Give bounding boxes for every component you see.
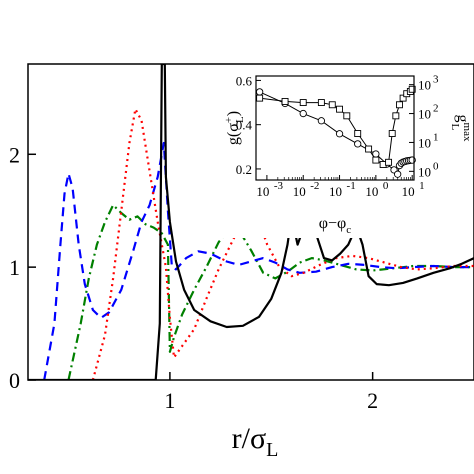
- inset-left-axis-title-close: ): [225, 111, 242, 116]
- inset-square-marker: [336, 105, 343, 113]
- inset-left-tick-label: 0.4: [236, 118, 253, 133]
- inset-square-marker: [396, 101, 403, 109]
- inset-right-axis-title: gmaxL: [449, 115, 473, 142]
- y-tick-label: 1: [9, 255, 20, 280]
- y-tick-label: 2: [9, 142, 20, 167]
- inset-circle-marker: [299, 109, 307, 118]
- inset-square-marker: [408, 85, 416, 93]
- x-axis-title: r/σL: [232, 422, 279, 461]
- inset-left-axis-title-main: g(σ: [225, 123, 242, 145]
- inset-x-axis-title: φ−φc: [319, 215, 352, 236]
- inset-square-marker: [343, 112, 351, 120]
- inset-background: [216, 68, 472, 238]
- inset-square-marker: [317, 99, 325, 107]
- inset-x-tick-exponent: -1: [347, 180, 356, 192]
- inset-square-marker: [365, 145, 373, 153]
- inset-circle-marker: [317, 117, 326, 125]
- inset-square-marker: [354, 130, 362, 137]
- inset-left-axis-title-sup: +: [223, 117, 235, 123]
- inset-square-marker: [388, 130, 396, 137]
- series-line-dashdot: [67, 204, 474, 380]
- inset-square-marker: [256, 94, 264, 102]
- inset-x-axis-title-main: φ−φ: [319, 215, 347, 232]
- inset-plot-frame: [255, 75, 415, 181]
- inset-x-tick-exponent: 1: [419, 180, 425, 192]
- inset-series-group: [255, 85, 416, 178]
- inset-square-marker: [328, 101, 336, 109]
- inset-right-axis-title-main: g: [454, 115, 471, 123]
- inset-square-marker: [281, 97, 289, 105]
- series-line-solid: [28, 64, 474, 380]
- x-axis-title-main: r/σ: [232, 422, 267, 455]
- inset-x-tick-exponent: -3: [274, 180, 284, 192]
- inset-x-tick-exponent: -2: [310, 180, 319, 192]
- inset-square-marker: [299, 99, 307, 107]
- inset-x-tick-label: 10: [329, 184, 342, 199]
- inset-x-tick-label: 10: [293, 184, 306, 199]
- inset-circle-marker: [335, 130, 344, 138]
- inset-right-tick-label: 10: [418, 78, 431, 93]
- inset-square-marker: [372, 156, 380, 164]
- inset-left-tick-label: 0.2: [236, 162, 252, 177]
- inset-right-tick-label: 10: [418, 107, 431, 122]
- inset-square-marker: [385, 158, 393, 166]
- inset-right-tick-exponent: 0: [433, 160, 439, 172]
- inset-right-tick-exponent: 2: [433, 103, 439, 115]
- x-tick-label: 1: [164, 388, 175, 413]
- inset-square-marker: [399, 94, 407, 102]
- inset-x-tick-exponent: 0: [383, 180, 389, 192]
- inset-right-tick-exponent: 1: [433, 131, 439, 143]
- inset-square-marker: [392, 112, 400, 120]
- x-axis-title-subscript: L: [266, 439, 278, 461]
- inset-x-tick-label: 10: [365, 184, 378, 199]
- inset-right-axis-title-sup: max: [461, 123, 473, 142]
- inset-circle-marker: [354, 140, 362, 148]
- x-tick-label: 2: [367, 388, 378, 413]
- inset-right-tick-label: 10: [418, 135, 431, 150]
- inset-x-tick-label: 10: [402, 184, 415, 199]
- series-line-dashed: [43, 141, 474, 380]
- y-tick-label: 0: [9, 368, 20, 393]
- inset-right-axis-title-sub: L: [449, 123, 461, 130]
- inset-left-tick-label: 0.6: [236, 73, 253, 88]
- inset-circle-marker: [255, 88, 264, 96]
- inset-circle-marker: [394, 170, 402, 178]
- main-series-group: [28, 64, 474, 380]
- inset-right-tick-exponent: 3: [433, 74, 439, 86]
- main-plot-frame: [27, 63, 474, 381]
- inset-left-axis-title-sub: L: [234, 116, 246, 123]
- inset-left-axis-title: g(σ+L): [223, 111, 246, 145]
- inset-x-axis-title-subscript: c: [346, 224, 351, 236]
- inset-right-tick-label: 10: [418, 164, 431, 179]
- inset-x-tick-label: 10: [256, 184, 269, 199]
